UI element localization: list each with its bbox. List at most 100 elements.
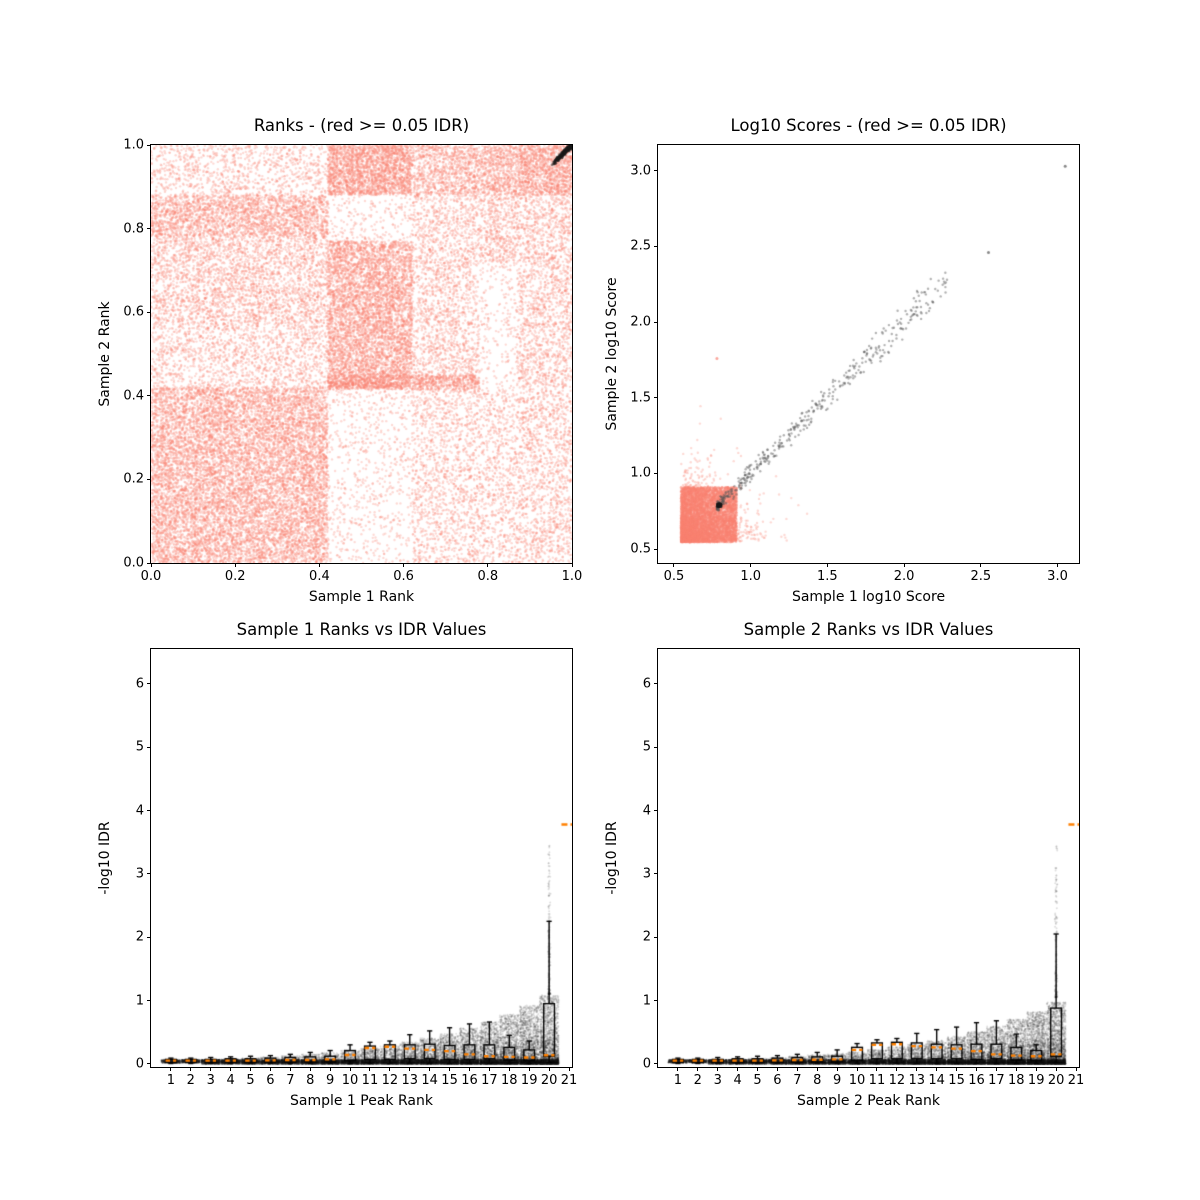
y-tick-mark xyxy=(654,245,658,247)
x-tick-label: 8 xyxy=(306,1073,315,1088)
x-tick-label: 14 xyxy=(421,1073,438,1088)
x-tick-mark xyxy=(836,1067,838,1071)
x-tick-mark xyxy=(1057,563,1059,567)
sample2-boxplot-canvas xyxy=(658,649,1079,1067)
y-tick-mark xyxy=(654,746,658,748)
x-tick-mark xyxy=(673,563,675,567)
y-tick-label: 3.0 xyxy=(630,163,651,179)
x-tick-mark xyxy=(1075,1067,1077,1071)
x-tick-label: 10 xyxy=(341,1073,359,1088)
y-tick-label: 0.5 xyxy=(630,541,651,557)
x-tick-label: 21 xyxy=(560,1073,578,1088)
x-tick-mark xyxy=(826,563,828,567)
x-tick-label: 12 xyxy=(381,1073,399,1088)
x-tick-label: 3 xyxy=(713,1073,722,1088)
x-tick-mark xyxy=(429,1067,431,1071)
x-tick-mark xyxy=(956,1067,958,1071)
x-tick-mark xyxy=(856,1067,858,1071)
x-tick-mark xyxy=(936,1067,938,1071)
x-tick-label: 11 xyxy=(361,1073,379,1088)
x-tick-mark xyxy=(234,563,236,567)
x-tick-mark xyxy=(269,1067,271,1071)
x-tick-mark xyxy=(677,1067,679,1071)
x-tick-mark xyxy=(488,1067,490,1071)
y-tick-mark xyxy=(654,873,658,875)
x-tick-mark xyxy=(995,1067,997,1071)
x-tick-label: 17 xyxy=(988,1073,1005,1088)
x-tick-label: 0.5 xyxy=(663,569,685,584)
x-tick-mark xyxy=(975,1067,977,1071)
x-tick-mark xyxy=(571,563,573,567)
x-tick-mark xyxy=(449,1067,451,1071)
x-tick-mark xyxy=(717,1067,719,1071)
ranks-scatter-canvas xyxy=(151,145,572,563)
y-axis-label: -log10 IDR xyxy=(604,821,620,895)
y-tick-mark xyxy=(147,683,151,685)
y-tick-label: 0.8 xyxy=(123,221,144,237)
x-tick-label: 4 xyxy=(226,1073,235,1088)
y-tick-mark xyxy=(147,810,151,811)
y-tick-mark xyxy=(654,472,658,474)
y-tick-label: 6 xyxy=(135,676,144,692)
x-axis-label: Sample 1 log10 Score xyxy=(791,589,946,605)
x-tick-mark xyxy=(309,1067,311,1071)
y-tick-mark xyxy=(654,1063,658,1065)
x-tick-label: 13 xyxy=(401,1073,419,1088)
x-tick-label: 3.0 xyxy=(1047,569,1068,584)
x-tick-label: 11 xyxy=(868,1073,886,1088)
y-tick-label: 1.0 xyxy=(630,465,651,481)
y-tick-label: 1.5 xyxy=(630,390,651,406)
y-tick-mark xyxy=(147,478,151,480)
x-tick-mark xyxy=(389,1067,391,1071)
y-tick-label: 5 xyxy=(135,739,144,755)
x-tick-mark xyxy=(349,1067,351,1071)
plot-title: Ranks - (red >= 0.05 IDR) xyxy=(253,116,470,135)
y-tick-label: 0.4 xyxy=(123,388,144,404)
x-tick-mark xyxy=(210,1067,212,1071)
x-tick-label: 3 xyxy=(206,1073,215,1088)
x-tick-mark xyxy=(150,563,152,567)
y-tick-mark xyxy=(654,810,658,811)
x-tick-label: 9 xyxy=(326,1073,335,1088)
y-axis-label: Sample 2 log10 Score xyxy=(604,277,620,431)
y-tick-label: 2.0 xyxy=(630,314,651,330)
x-tick-mark xyxy=(369,1067,371,1071)
x-tick-mark xyxy=(876,1067,878,1071)
x-tick-mark xyxy=(528,1067,530,1071)
x-tick-label: 1.0 xyxy=(740,569,761,584)
x-tick-mark xyxy=(329,1067,331,1071)
sample1-boxplot-canvas xyxy=(151,649,572,1067)
x-tick-mark xyxy=(737,1067,739,1071)
x-tick-label: 20 xyxy=(540,1073,558,1088)
x-tick-label: 21 xyxy=(1067,1073,1085,1088)
y-tick-mark xyxy=(654,397,658,399)
y-tick-label: 6 xyxy=(642,676,651,692)
x-tick-mark xyxy=(487,563,489,567)
y-tick-label: 1 xyxy=(135,993,144,1008)
scores-scatter-canvas xyxy=(658,145,1079,563)
x-tick-label: 8 xyxy=(813,1073,822,1088)
y-tick-mark xyxy=(147,562,151,564)
x-tick-mark xyxy=(508,1067,510,1071)
x-tick-mark xyxy=(980,563,982,567)
x-tick-mark xyxy=(816,1067,818,1071)
x-tick-label: 2 xyxy=(693,1073,702,1088)
y-tick-mark xyxy=(654,321,658,323)
x-tick-label: 16 xyxy=(461,1073,478,1088)
x-tick-mark xyxy=(468,1067,470,1071)
x-tick-label: 0.0 xyxy=(140,569,162,584)
x-tick-mark xyxy=(1035,1067,1037,1071)
x-axis-label: Sample 2 Peak Rank xyxy=(797,1093,940,1109)
x-tick-label: 14 xyxy=(928,1073,945,1088)
x-tick-mark xyxy=(896,1067,898,1071)
y-axis-label: Sample 2 Rank xyxy=(97,301,113,407)
x-tick-label: 19 xyxy=(1027,1073,1045,1088)
x-tick-mark xyxy=(170,1067,172,1071)
x-tick-mark xyxy=(796,1067,798,1071)
x-tick-label: 16 xyxy=(968,1073,985,1088)
y-tick-label: 3 xyxy=(642,866,651,882)
x-tick-label: 9 xyxy=(833,1073,842,1088)
sample2-idr-boxplot: Sample 2 Ranks vs IDR Values Sample 2 Pe… xyxy=(604,620,1084,1109)
y-tick-mark xyxy=(147,228,151,230)
